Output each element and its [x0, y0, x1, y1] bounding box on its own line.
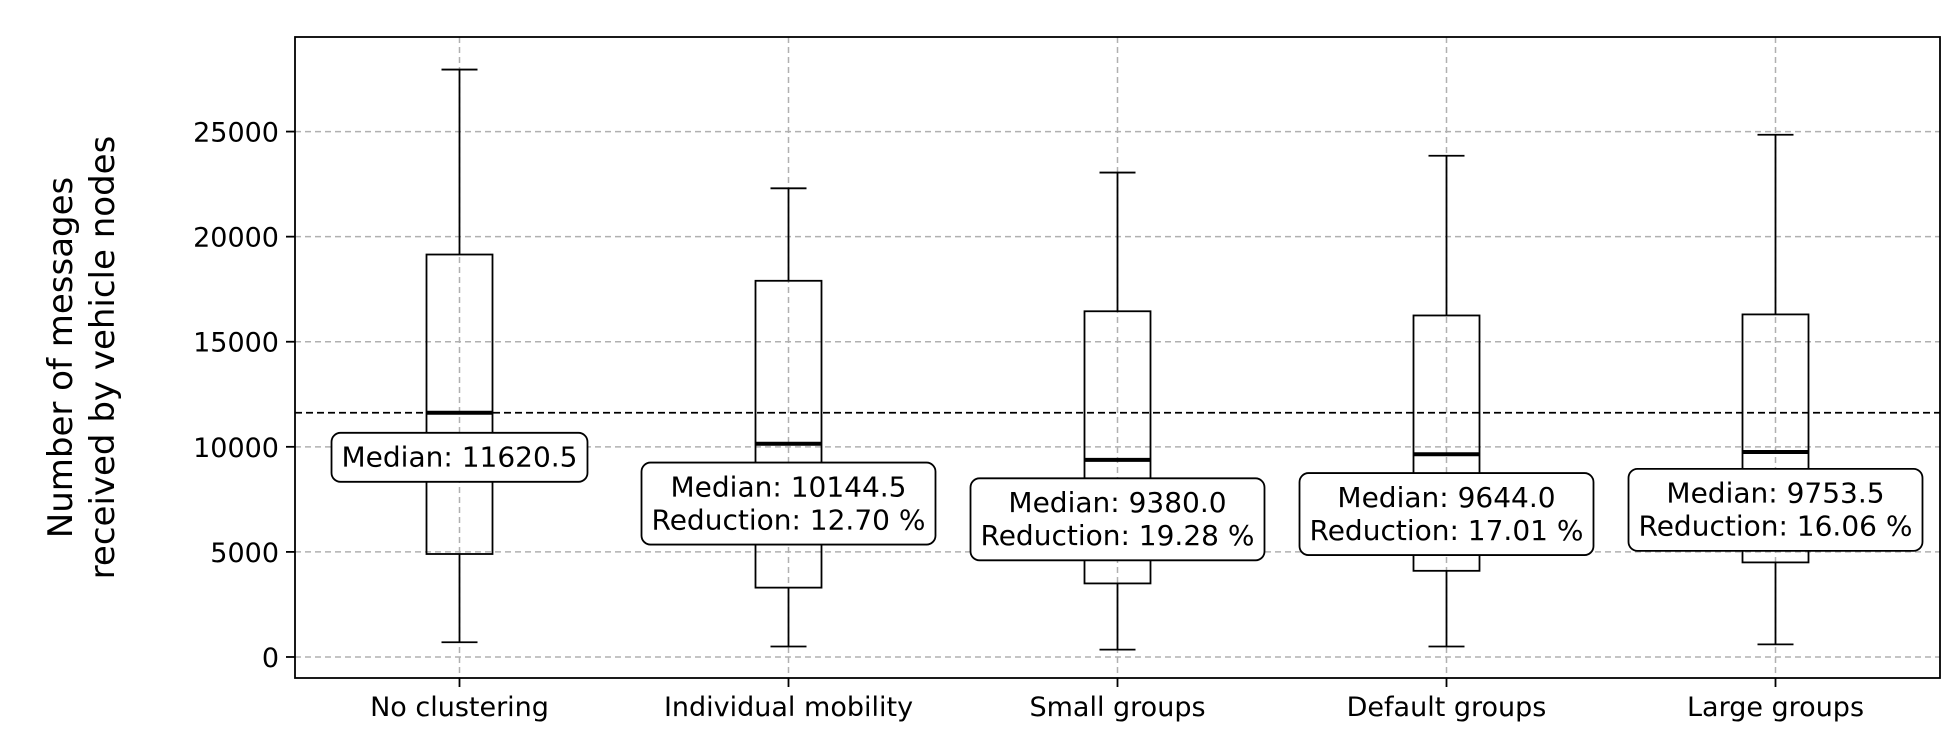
- annotation-median-text: Median: 9644.0: [1337, 481, 1555, 514]
- x-tick-label: Small groups: [1029, 692, 1205, 723]
- box-1: [425, 68, 494, 644]
- y-tick-label: 20000: [193, 223, 279, 254]
- y-tick-label: 5000: [210, 538, 279, 569]
- box-iqr: [1412, 314, 1481, 572]
- x-tick-label: Large groups: [1687, 692, 1864, 723]
- x-axis-ticks: No clustering Individual mobility Small gr…: [370, 678, 1864, 723]
- box-iqr: [1741, 313, 1810, 564]
- box-5: [1741, 133, 1810, 646]
- box-iqr: [754, 279, 823, 589]
- box-3: [1083, 171, 1152, 651]
- y-tick-label: 10000: [193, 433, 279, 464]
- annotation-box: [969, 477, 1266, 562]
- annotation-1: Median: 11620.5: [330, 431, 589, 483]
- box-2: [754, 187, 823, 648]
- annotation-median-text: Median: 11620.5: [342, 441, 578, 474]
- annotation-box: [330, 431, 589, 483]
- box-iqr: [425, 253, 494, 555]
- annotation-reduction-text: Reduction: 17.01 %: [1310, 514, 1584, 547]
- y-tick-label: 0: [262, 643, 279, 674]
- annotation-reduction-text: Reduction: 12.70 %: [652, 503, 926, 536]
- annotation-median-text: Median: 9753.5: [1666, 477, 1884, 510]
- y-tick-label: 25000: [193, 118, 279, 149]
- annotation-reduction-text: Reduction: 16.06 %: [1639, 510, 1913, 543]
- x-tick-label: Individual mobility: [664, 692, 913, 723]
- x-tick-label: Default groups: [1347, 692, 1547, 723]
- annotation-reduction-text: Reduction: 19.28 %: [981, 519, 1255, 552]
- grid-lines: [295, 37, 1940, 678]
- box-iqr: [1083, 310, 1152, 585]
- box-series: [425, 68, 1810, 651]
- y-axis-label-line: Number of messages: [41, 177, 81, 538]
- x-tick-label: No clustering: [370, 692, 549, 723]
- box-4: [1412, 154, 1481, 648]
- annotation-box: [1298, 472, 1595, 556]
- annotation-box: [640, 461, 937, 546]
- y-axis-label: Number of messagesreceived by vehicle no…: [41, 136, 123, 580]
- annotation-median-text: Median: 9380.0: [1008, 486, 1226, 519]
- y-axis-ticks: 0 5000 10000 15000 20000 25000: [193, 118, 295, 674]
- annotation-median-text: Median: 10144.5: [671, 470, 907, 503]
- annotation-box: [1627, 467, 1924, 552]
- y-axis-label-line: received by vehicle nodes: [83, 136, 123, 580]
- y-tick-label: 15000: [193, 328, 279, 359]
